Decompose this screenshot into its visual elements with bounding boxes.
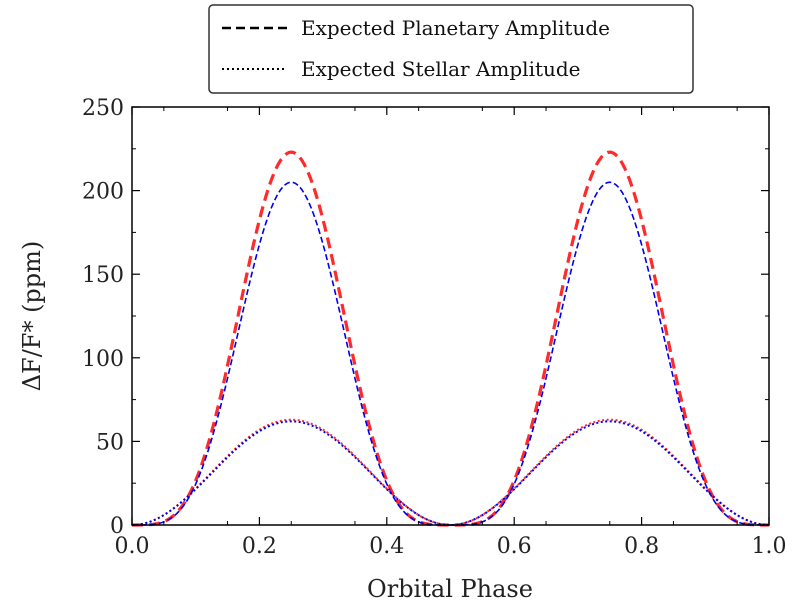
x-tick-label: 0.0 [115,534,150,559]
legend-entry-stellar: Expected Stellar Amplitude [301,57,581,81]
series-line-3 [131,418,770,527]
ticks: 0.0 0.2 0.4 0.6 0.8 1.0 0 50 100 150 200 250 [82,96,787,559]
series-line-1 [132,150,769,527]
y-axis-label: ΔF/F* (ppm) [18,241,46,392]
curves [131,150,770,527]
y-tick-label: 0 [110,514,124,539]
y-tick-label: 150 [82,263,124,288]
x-tick-label: 0.2 [242,534,277,559]
x-tick-label: 0.4 [369,534,404,559]
legend-box [208,4,694,94]
y-tick-label: 100 [82,347,124,372]
x-axis-label: Orbital Phase [367,575,533,603]
plot-frame [131,106,770,526]
x-tick-label: 0.8 [624,534,659,559]
y-tick-label: 250 [82,96,124,121]
legend: Expected Planetary Amplitude Expected St… [208,4,694,94]
x-tick-label: 1.0 [752,534,787,559]
series-line-2 [132,181,769,526]
x-tick-label: 0.6 [497,534,532,559]
y-tick-label: 50 [96,430,124,455]
y-tick-label: 200 [82,180,124,205]
legend-entry-planetary: Expected Planetary Amplitude [301,16,610,40]
series-line-4 [131,420,770,527]
